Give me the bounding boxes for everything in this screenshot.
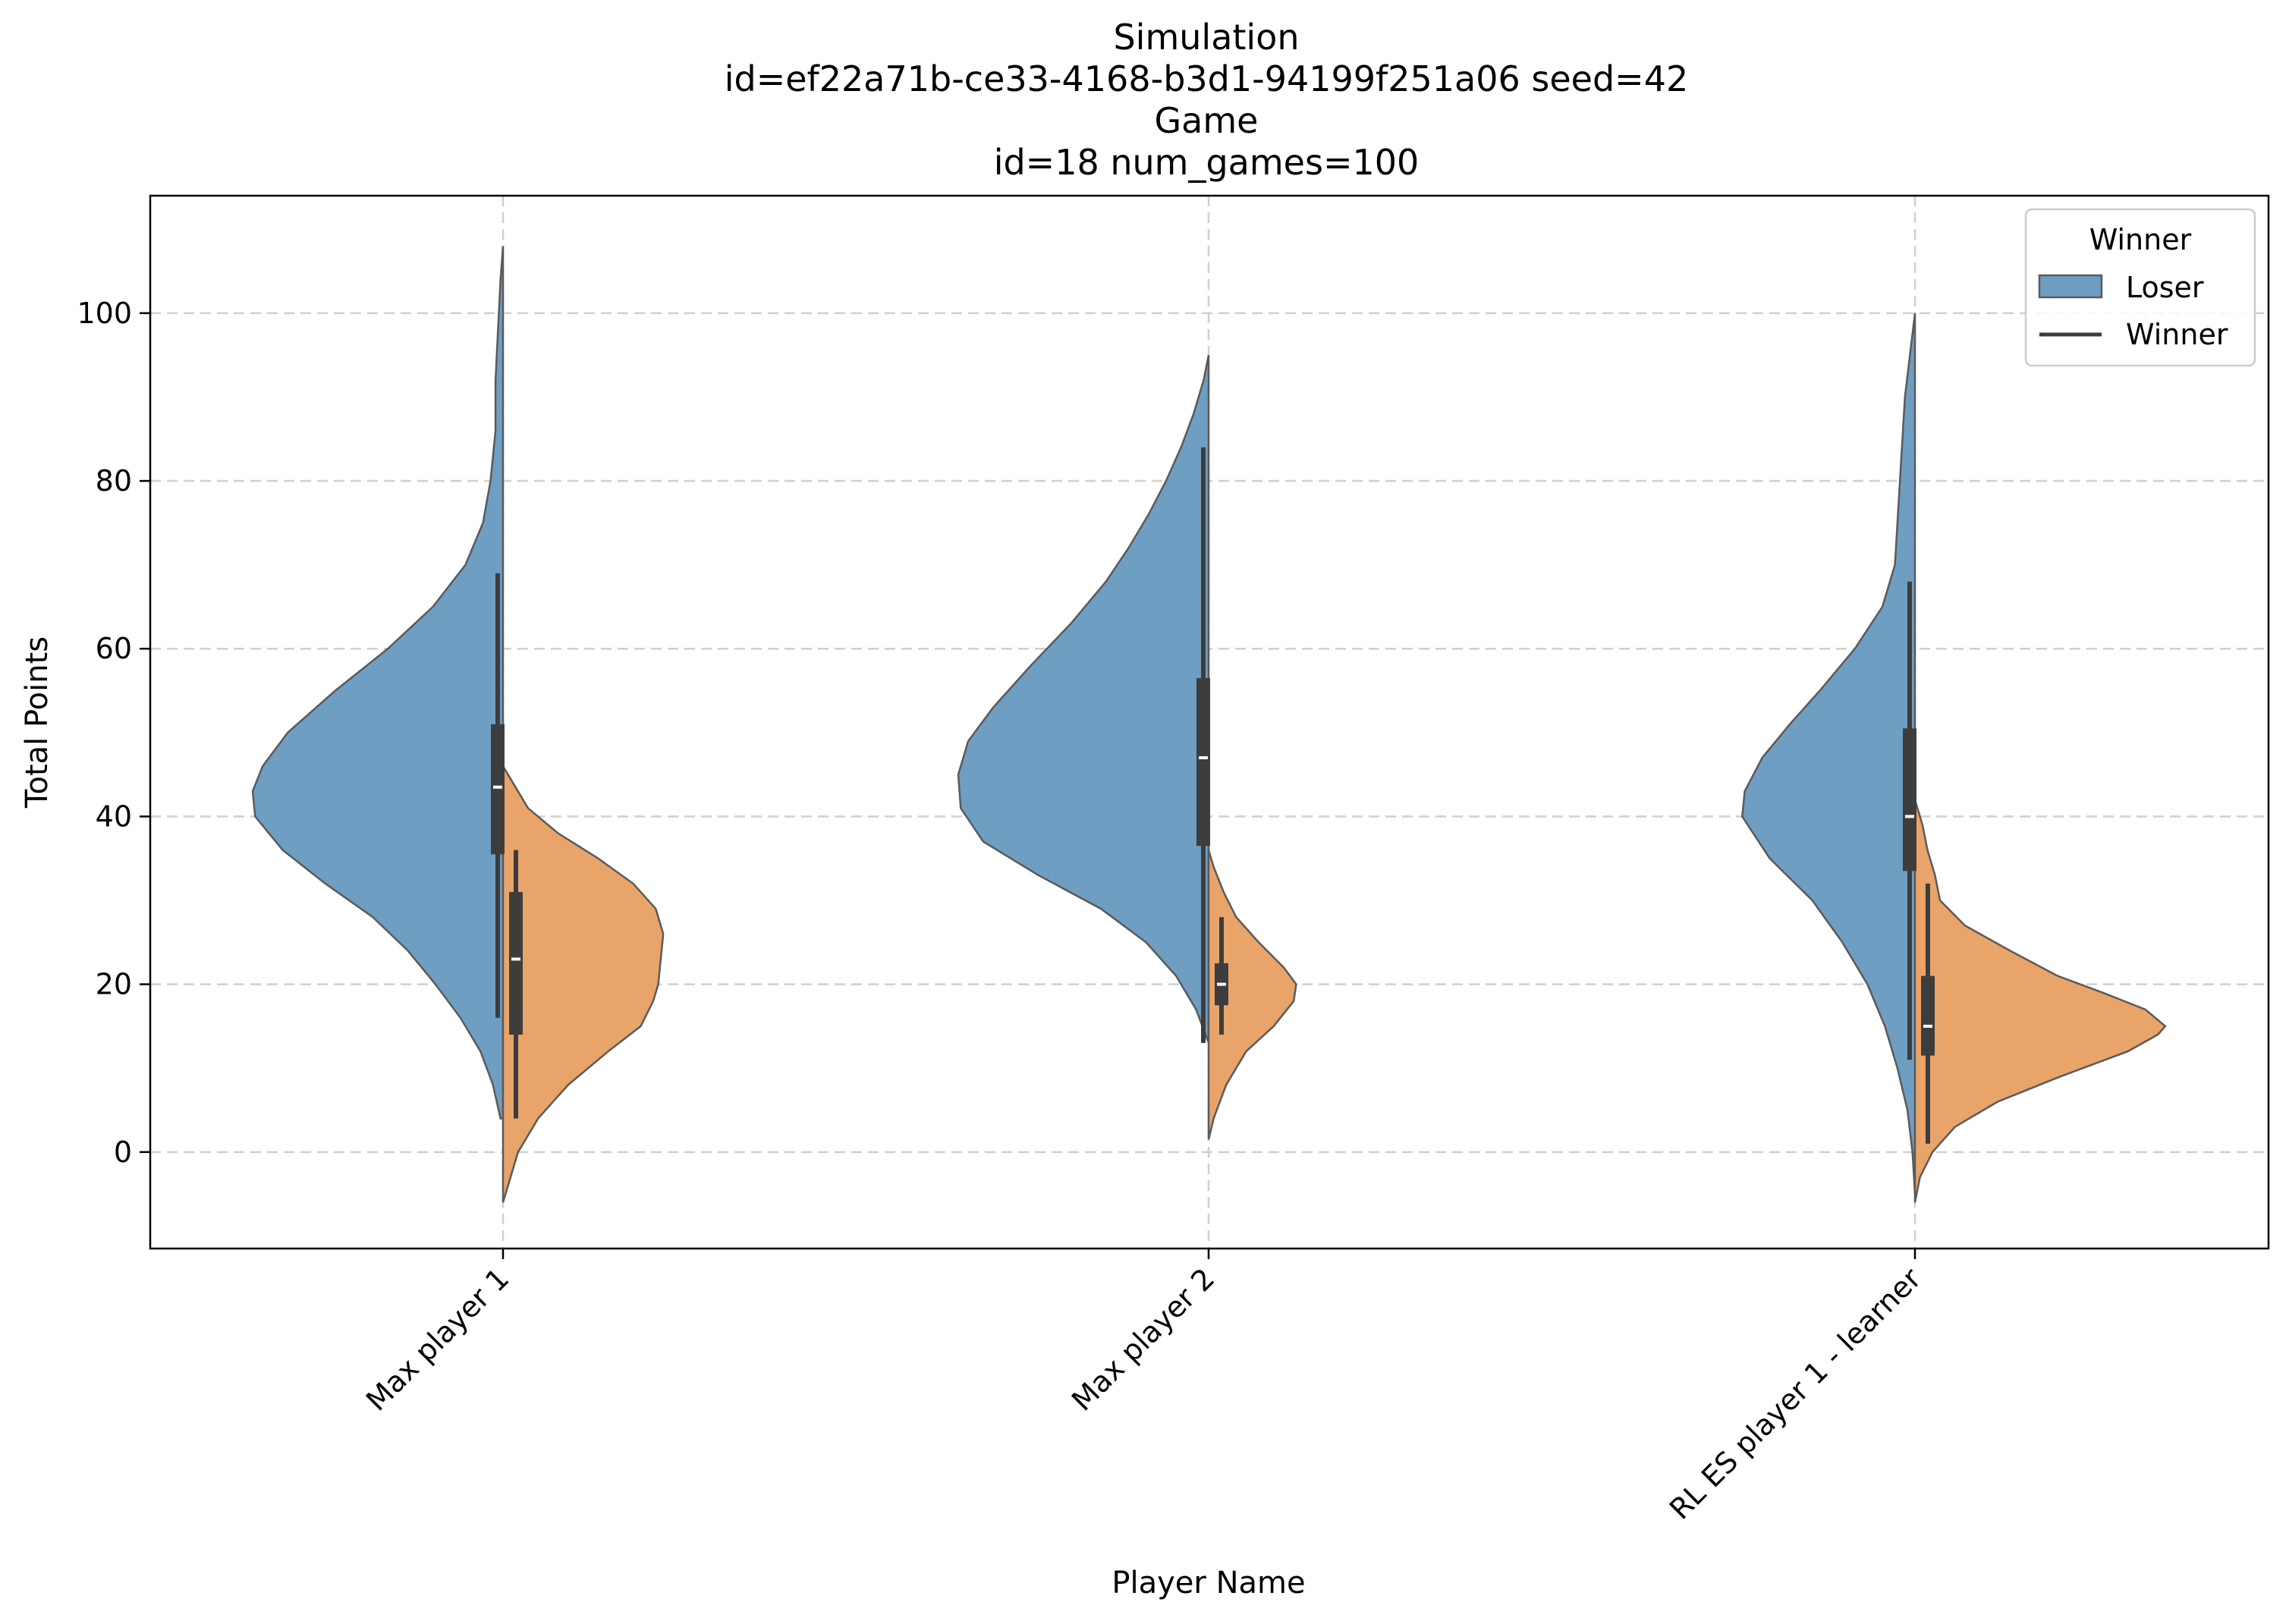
title-line-2: id=ef22a71b-ce33-4168-b3d1-94199f251a06 … (725, 58, 1689, 99)
legend-label-loser: Loser (2126, 271, 2204, 304)
plot-frame (149, 194, 2270, 1250)
y-tick-label: 40 (96, 799, 132, 833)
violin-loser-max-player-1 (251, 246, 505, 1120)
iqr-box-loser-max-player-1 (491, 724, 505, 855)
y-tick-label: 80 (96, 464, 132, 498)
violin-winner-max-player-1 (502, 765, 665, 1203)
box-plots (491, 447, 1935, 1144)
x-tick-label: Max player 2 (1065, 1261, 1221, 1417)
legend-swatch-loser (2038, 274, 2103, 299)
x-tick-label: Max player 1 (360, 1261, 515, 1417)
y-tick-label: 100 (77, 297, 132, 330)
iqr-box-loser-max-player-2 (1196, 677, 1210, 847)
y-tick-label: 20 (96, 968, 132, 1001)
iqr-box-loser-rl-es-player-1-learner (1903, 728, 1916, 872)
y-tick-label: 0 (114, 1136, 132, 1169)
y-tick-label: 60 (96, 632, 132, 665)
y-axis-label: Total Points (20, 636, 55, 809)
legend-title: Winner (2089, 223, 2192, 256)
iqr-box-winner-max-player-1 (509, 891, 523, 1035)
violin-loser-rl-es-player-1-learner (1741, 313, 1916, 1195)
title-line-1: Simulation (1113, 17, 1299, 58)
violins (251, 246, 2167, 1203)
violin-winner-rl-es-player-1-learner (1913, 799, 2167, 1203)
chart-title: Simulation id=ef22a71b-ce33-4168-b3d1-94… (725, 17, 1689, 183)
x-axis-label: Player Name (1111, 1566, 1305, 1600)
legend-box (2024, 208, 2256, 367)
legend: Winner Loser Winner (2024, 208, 2256, 367)
legend-label-winner: Winner (2126, 318, 2228, 351)
iqr-box-winner-rl-es-player-1-learner (1921, 975, 1935, 1056)
title-line-3: Game (1155, 100, 1259, 141)
violin-winner-max-player-2 (1207, 850, 1297, 1140)
violin-loser-max-player-2 (957, 354, 1210, 1044)
title-line-4: id=18 num_games=100 (994, 142, 1420, 183)
x-tick-label: RL ES player 1 - learner (1663, 1261, 1928, 1526)
